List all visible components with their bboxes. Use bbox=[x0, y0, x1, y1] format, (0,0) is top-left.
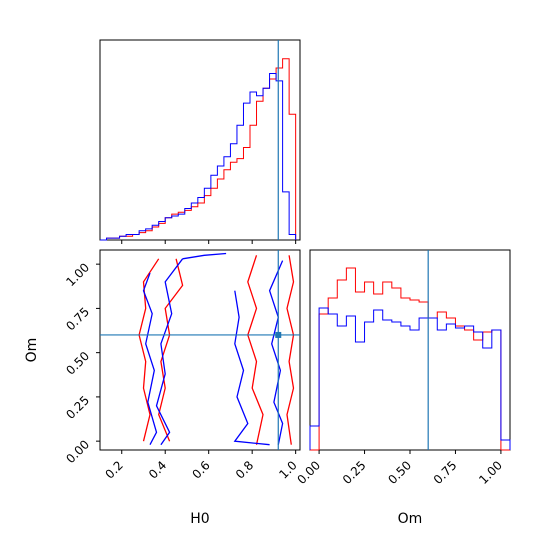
h0-marginal-frame bbox=[99, 39, 301, 241]
contour-red bbox=[138, 258, 160, 442]
om-x-tick-label: 0.75 bbox=[431, 458, 460, 487]
om-x-tick-label: 0.25 bbox=[340, 458, 369, 487]
om-y-ticks: 0.00 0.25 0.50 0.75 1.00 bbox=[63, 260, 100, 466]
om-marginal-panel: 0.00 0.25 0.50 0.75 1.00 Om bbox=[294, 249, 511, 527]
contour-red bbox=[247, 255, 264, 445]
om-y-tick-label: 0.50 bbox=[63, 349, 92, 378]
h0-histogram-red bbox=[100, 58, 297, 241]
h0-marginal-panel bbox=[99, 39, 301, 244]
om-x-tick-label: 1.00 bbox=[476, 458, 505, 487]
contour-blue bbox=[142, 272, 158, 446]
om-y-tick-label: 0.00 bbox=[63, 437, 92, 466]
h0-x-tick-label: 0.2 bbox=[102, 458, 125, 481]
om-y-tick-label: 1.00 bbox=[63, 260, 92, 289]
h0-x-tick-label: 0.4 bbox=[146, 458, 169, 481]
om-histogram-red bbox=[310, 267, 510, 451]
joint-contours bbox=[138, 252, 295, 446]
om-x-ticks: 0.00 0.25 0.50 0.75 1.00 bbox=[294, 450, 505, 487]
h0-histogram-blue-line bbox=[100, 73, 297, 241]
om-y-axis-label: Om bbox=[24, 338, 40, 363]
h0-x-tick-label: 0.6 bbox=[189, 458, 212, 481]
h0-x-ticks: 0.2 0.4 0.6 0.8 1.0 bbox=[102, 450, 300, 482]
om-x-tick-label: 0.00 bbox=[294, 458, 323, 487]
om-histogram-blue bbox=[309, 307, 511, 450]
contour-blue bbox=[155, 258, 184, 446]
h0-marginal-ticks bbox=[121, 240, 297, 244]
contour-red bbox=[158, 258, 184, 442]
joint-panel: 0.2 0.4 0.6 0.8 1.0 0.000.250.500.751.00 H0 … bbox=[24, 249, 301, 527]
h0-x-tick-label: 0.8 bbox=[233, 458, 256, 481]
om-histogram-blue-line bbox=[309, 307, 511, 450]
h0-histogram-red-line bbox=[100, 58, 297, 241]
contour-red bbox=[286, 255, 295, 445]
h0-histogram-blue bbox=[100, 73, 297, 241]
joint-truth-lines bbox=[100, 250, 300, 450]
joint-frame bbox=[99, 249, 301, 451]
contour-blue bbox=[268, 260, 284, 445]
om-x-axis-label: Om bbox=[398, 511, 423, 527]
h0-x-axis-label: H0 bbox=[190, 511, 209, 527]
om-y-tick-label: 0.25 bbox=[63, 393, 92, 422]
om-histogram-red-line bbox=[310, 267, 510, 451]
contour-blue bbox=[233, 290, 270, 446]
om-y-tick-label: 0.75 bbox=[63, 305, 92, 334]
contour-blue bbox=[182, 252, 227, 260]
joint-truth-marker bbox=[275, 331, 282, 338]
om-x-tick-label: 0.50 bbox=[385, 458, 414, 487]
